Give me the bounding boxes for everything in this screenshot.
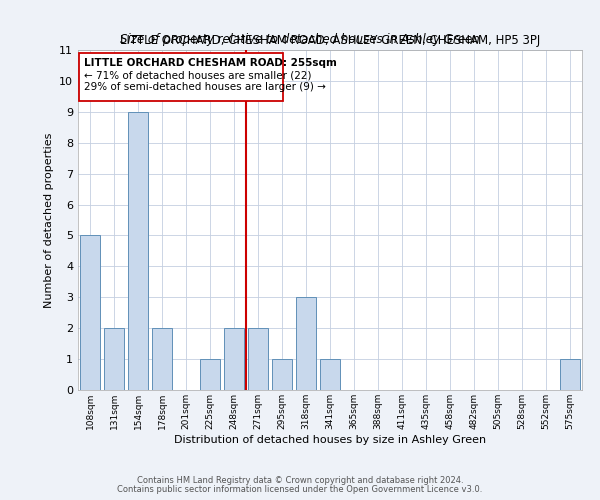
Bar — [320, 359, 340, 390]
Text: LITTLE ORCHARD CHESHAM ROAD: 255sqm: LITTLE ORCHARD CHESHAM ROAD: 255sqm — [84, 58, 337, 68]
Bar — [80, 236, 100, 390]
Bar — [128, 112, 148, 390]
Bar — [224, 328, 244, 390]
Y-axis label: Number of detached properties: Number of detached properties — [44, 132, 53, 308]
Text: Contains HM Land Registry data © Crown copyright and database right 2024.: Contains HM Land Registry data © Crown c… — [137, 476, 463, 485]
Bar — [272, 359, 292, 390]
Text: Contains public sector information licensed under the Open Government Licence v3: Contains public sector information licen… — [118, 485, 482, 494]
Title: LITTLE ORCHARD, CHESHAM ROAD, ASHLEY GREEN, CHESHAM, HP5 3PJ: LITTLE ORCHARD, CHESHAM ROAD, ASHLEY GRE… — [120, 34, 540, 48]
Bar — [200, 359, 220, 390]
Bar — [296, 298, 316, 390]
X-axis label: Distribution of detached houses by size in Ashley Green: Distribution of detached houses by size … — [174, 434, 486, 444]
Text: 29% of semi-detached houses are larger (9) →: 29% of semi-detached houses are larger (… — [84, 82, 326, 92]
Bar — [248, 328, 268, 390]
Bar — [104, 328, 124, 390]
Text: ← 71% of detached houses are smaller (22): ← 71% of detached houses are smaller (22… — [84, 70, 311, 80]
Bar — [152, 328, 172, 390]
FancyBboxPatch shape — [79, 53, 283, 101]
Bar — [560, 359, 580, 390]
Text: Size of property relative to detached houses in Ashley Green: Size of property relative to detached ho… — [120, 32, 480, 46]
